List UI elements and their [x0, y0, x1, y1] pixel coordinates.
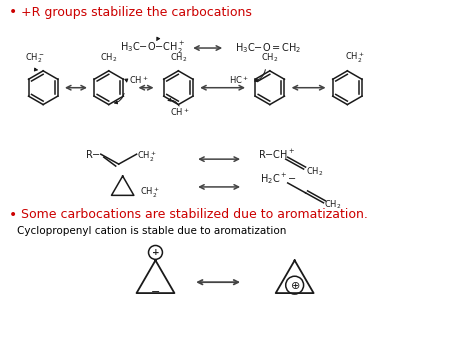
Text: CH$_2$: CH$_2$ — [170, 52, 187, 64]
Text: CH$_2$: CH$_2$ — [306, 166, 323, 178]
Text: H$_3$C$-$O$=$CH$_2$: H$_3$C$-$O$=$CH$_2$ — [235, 41, 301, 55]
Text: CH$_2^+$: CH$_2^+$ — [137, 150, 156, 164]
Text: CH$_2$: CH$_2$ — [100, 52, 118, 64]
Text: CH$^+$: CH$^+$ — [128, 74, 148, 86]
Text: CH$_2^-$: CH$_2^-$ — [25, 52, 45, 65]
Text: CH$_2^+$: CH$_2^+$ — [346, 51, 365, 65]
Text: R$-$: R$-$ — [85, 148, 101, 160]
Text: •: • — [9, 5, 18, 19]
Text: R$-$CH$^+$: R$-$CH$^+$ — [258, 148, 295, 161]
Text: +R groups stabilize the carbocations: +R groups stabilize the carbocations — [21, 6, 252, 19]
Text: HC$^+$: HC$^+$ — [229, 74, 249, 86]
Text: H$_3$C$-$O$-$CH$_2^+$: H$_3$C$-$O$-$CH$_2^+$ — [120, 40, 185, 56]
Text: $-$: $-$ — [150, 285, 161, 295]
Text: H$_2$C$^+$$-$: H$_2$C$^+$$-$ — [260, 171, 297, 186]
Text: CH$_2$: CH$_2$ — [325, 198, 342, 211]
Text: CH$^+$: CH$^+$ — [171, 107, 190, 119]
Text: Cyclopropenyl cation is stable due to aromatization: Cyclopropenyl cation is stable due to ar… — [17, 225, 287, 236]
Text: CH$_2$: CH$_2$ — [261, 52, 279, 64]
Text: $\oplus$: $\oplus$ — [290, 280, 300, 291]
Text: CH$_2^+$: CH$_2^+$ — [139, 186, 159, 200]
Text: +: + — [152, 248, 159, 257]
Text: Some carbocations are stabilized due to aromatization.: Some carbocations are stabilized due to … — [21, 208, 368, 221]
Text: •: • — [9, 208, 18, 222]
